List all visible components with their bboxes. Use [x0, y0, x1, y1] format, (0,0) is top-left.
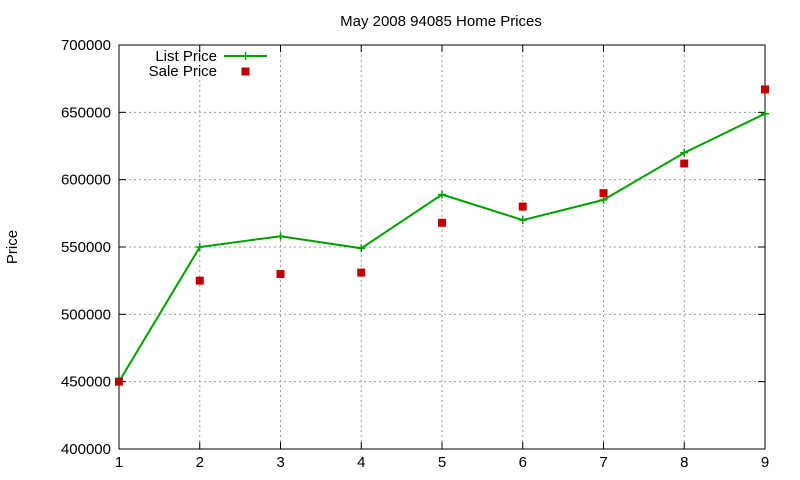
- x-tick-label: 3: [276, 454, 284, 471]
- sale-price-point: [518, 202, 527, 211]
- legend-marker-sale-price: [241, 67, 250, 76]
- sale-price-point: [357, 268, 366, 277]
- y-tick-label: 650000: [61, 104, 111, 121]
- tick-layer: 400000 450000 500000 550000 600000 650000 7000…: [61, 37, 769, 471]
- x-tick-label: 1: [115, 454, 123, 471]
- sale-price-point: [438, 218, 446, 227]
- x-tick-label: 8: [680, 454, 688, 471]
- series-layer: [115, 85, 769, 386]
- x-tick-label: 4: [357, 454, 365, 471]
- list-price-point: [599, 195, 608, 204]
- x-tick-label: 9: [761, 454, 769, 471]
- legend-label-list-price: List Price: [155, 48, 217, 65]
- y-tick-label: 450000: [61, 374, 111, 391]
- y-tick-label: 400000: [61, 441, 111, 458]
- list-price-point: [518, 216, 527, 225]
- list-price-point: [438, 190, 446, 199]
- y-axis-label: Price: [4, 230, 21, 264]
- sale-price-point: [115, 377, 123, 386]
- y-tick-label: 500000: [61, 306, 111, 323]
- y-tick-label: 550000: [61, 239, 111, 256]
- list-price-point: [276, 232, 285, 241]
- x-tick-label: 6: [519, 454, 527, 471]
- x-tick-label: 2: [196, 454, 204, 471]
- sale-price-point: [276, 269, 285, 278]
- grid-layer: [119, 45, 765, 449]
- list-price-point: [680, 148, 689, 157]
- sale-price-point: [195, 276, 204, 285]
- x-tick-label: 7: [599, 454, 607, 471]
- chart-title: May 2008 94085 Home Prices: [340, 13, 542, 30]
- list-price-point: [357, 244, 366, 253]
- sale-price-point: [599, 189, 608, 198]
- sale-price-point: [761, 85, 769, 94]
- y-tick-label: 600000: [61, 172, 111, 189]
- sale-price-point: [680, 159, 689, 168]
- list-price-point: [761, 109, 769, 118]
- y-tick-label: 700000: [61, 37, 111, 54]
- list-price-point: [195, 243, 204, 251]
- legend-label-sale-price: Sale Price: [149, 63, 217, 80]
- x-tick-label: 5: [438, 454, 446, 471]
